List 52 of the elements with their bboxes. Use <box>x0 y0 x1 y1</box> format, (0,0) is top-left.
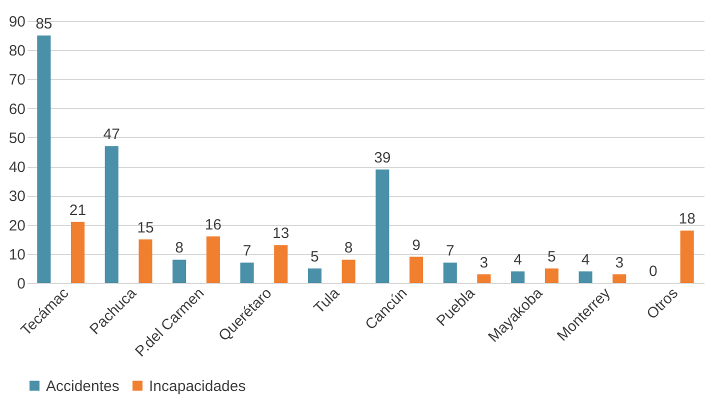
data-label: 8 <box>344 240 353 257</box>
y-tick-label: 40 <box>8 159 26 176</box>
data-label: 5 <box>548 248 556 266</box>
data-label: 4 <box>581 251 590 268</box>
data-label: 0 <box>649 263 658 280</box>
bar <box>308 268 322 283</box>
data-label: 13 <box>272 225 290 242</box>
x-tick-label: Tula <box>310 284 344 318</box>
legend-label: Accidentes <box>46 378 120 395</box>
data-label: 15 <box>137 219 154 236</box>
bar <box>104 146 118 283</box>
data-label: 5 <box>310 248 319 266</box>
data-label: 8 <box>175 240 184 257</box>
bar <box>477 274 491 283</box>
data-label: 85 <box>36 16 52 33</box>
bar <box>240 262 254 283</box>
bar <box>342 260 356 283</box>
data-label: 21 <box>69 202 86 219</box>
legend-label: Incapacidades <box>149 378 246 395</box>
y-tick-label: 0 <box>17 276 26 292</box>
data-label: 7 <box>242 242 252 260</box>
data-label: 7 <box>446 242 454 260</box>
data-label: 47 <box>103 126 120 144</box>
bar <box>71 222 85 283</box>
bar <box>376 169 390 283</box>
bar <box>206 236 220 283</box>
bar <box>410 256 424 283</box>
bar <box>138 239 152 283</box>
data-label: 3 <box>480 254 488 272</box>
y-tick-label: 30 <box>8 188 26 206</box>
y-tick-label: 60 <box>8 100 26 118</box>
bar <box>544 268 558 283</box>
data-label: 18 <box>678 210 696 228</box>
y-tick-label: 50 <box>8 130 26 147</box>
bar <box>443 262 457 283</box>
bar <box>612 274 626 283</box>
y-tick-label: 80 <box>8 42 26 60</box>
bar <box>680 230 694 283</box>
y-tick-label: 70 <box>8 72 26 89</box>
y-tick-label: 10 <box>8 246 26 264</box>
bar <box>274 245 288 283</box>
data-label: 9 <box>412 236 420 254</box>
bar <box>511 271 525 283</box>
bar <box>37 36 51 283</box>
data-label: 39 <box>374 149 391 166</box>
bar <box>172 260 186 283</box>
data-label: 4 <box>514 251 522 268</box>
bar <box>578 271 592 283</box>
data-label: 16 <box>204 216 222 234</box>
y-tick-label: 20 <box>8 217 26 234</box>
y-tick-label: 90 <box>8 14 26 30</box>
data-label: 3 <box>615 254 624 272</box>
